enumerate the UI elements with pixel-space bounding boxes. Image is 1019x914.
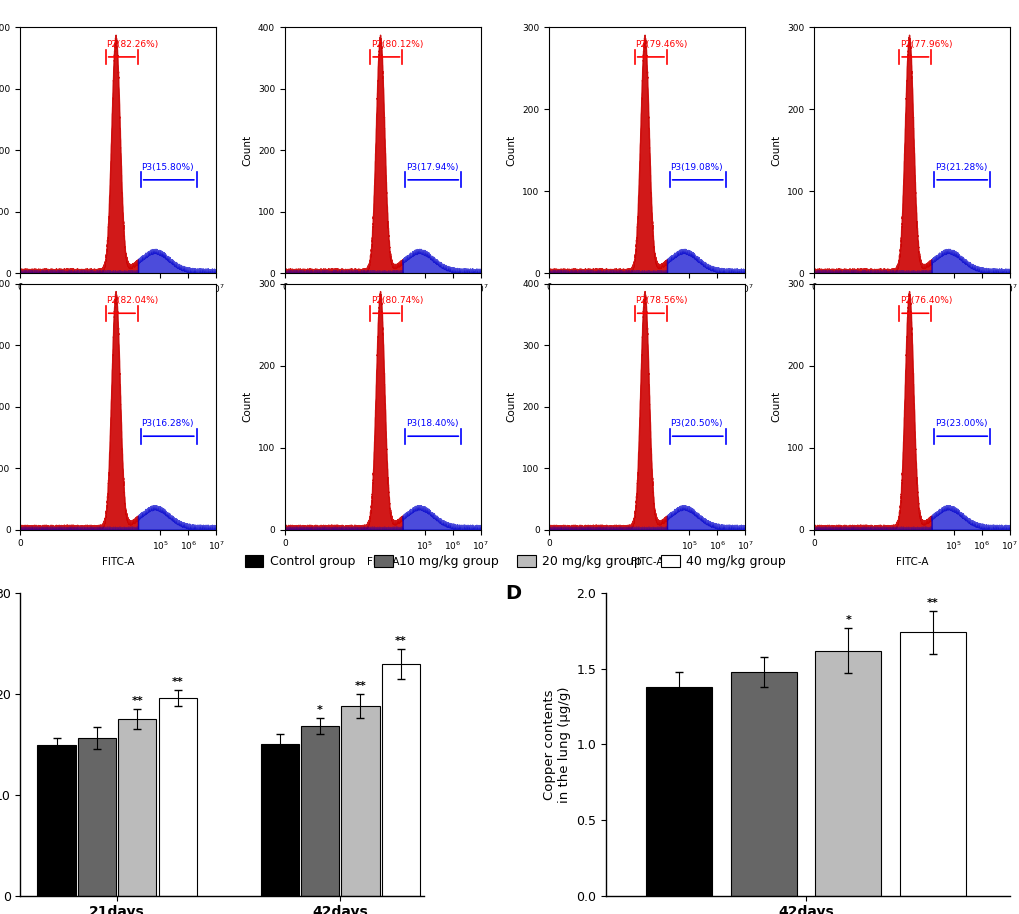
Bar (118, 719, 156, 896)
Bar (77, 739, 116, 896)
Y-axis label: Count: Count (243, 391, 252, 422)
X-axis label: FITC-A: FITC-A (366, 558, 398, 568)
Y-axis label: Count: Count (770, 134, 781, 166)
Text: **: ** (171, 677, 183, 687)
Y-axis label: Copper contents
in the lung (μg/g): Copper contents in the lung (μg/g) (542, 686, 570, 802)
X-axis label: FITC-A: FITC-A (366, 301, 398, 311)
Text: **: ** (394, 635, 407, 645)
Y-axis label: Count: Count (506, 134, 517, 166)
Text: P2(78.56%): P2(78.56%) (635, 296, 687, 305)
Text: P2(82.04%): P2(82.04%) (106, 296, 158, 305)
Text: P3(16.28%): P3(16.28%) (142, 420, 194, 429)
Bar (646, 687, 711, 896)
Bar (301, 727, 339, 896)
Text: P2(77.96%): P2(77.96%) (899, 40, 952, 49)
X-axis label: FITC-A: FITC-A (631, 558, 663, 568)
Text: P3(17.94%): P3(17.94%) (406, 163, 458, 172)
Bar (381, 664, 420, 896)
Text: P3(18.40%): P3(18.40%) (406, 420, 458, 429)
Bar (814, 651, 880, 896)
Text: P2(80.12%): P2(80.12%) (371, 40, 423, 49)
Bar (341, 707, 379, 896)
Text: P3(19.08%): P3(19.08%) (669, 163, 722, 172)
Text: P2(80.74%): P2(80.74%) (371, 296, 423, 305)
Y-axis label: Count: Count (506, 391, 517, 422)
Text: *: * (317, 706, 323, 715)
Text: P3(23.00%): P3(23.00%) (933, 420, 986, 429)
Bar (899, 632, 965, 896)
Text: *: * (845, 615, 851, 625)
Text: P2(82.26%): P2(82.26%) (106, 40, 158, 49)
X-axis label: FITC-A: FITC-A (895, 301, 927, 311)
X-axis label: FITC-A: FITC-A (102, 558, 135, 568)
Text: P2(76.40%): P2(76.40%) (899, 296, 952, 305)
X-axis label: FITC-A: FITC-A (895, 558, 927, 568)
Bar (38, 746, 75, 896)
X-axis label: FITC-A: FITC-A (102, 301, 135, 311)
Text: P3(21.28%): P3(21.28%) (933, 163, 986, 172)
Text: D: D (504, 584, 521, 603)
Y-axis label: Count: Count (770, 391, 781, 422)
Text: P2(79.46%): P2(79.46%) (635, 40, 687, 49)
Text: **: ** (926, 599, 937, 608)
Text: P3(15.80%): P3(15.80%) (142, 163, 194, 172)
Bar (158, 698, 197, 896)
X-axis label: FITC-A: FITC-A (631, 301, 663, 311)
Legend: Control group, 10 mg/kg group, 20 mg/kg group, 40 mg/kg group: Control group, 10 mg/kg group, 20 mg/kg … (239, 549, 790, 573)
Y-axis label: Count: Count (243, 134, 252, 166)
Bar (260, 744, 299, 896)
Bar (730, 672, 796, 896)
Text: **: ** (131, 696, 143, 707)
Text: **: ** (355, 681, 366, 691)
Text: P3(20.50%): P3(20.50%) (669, 420, 722, 429)
